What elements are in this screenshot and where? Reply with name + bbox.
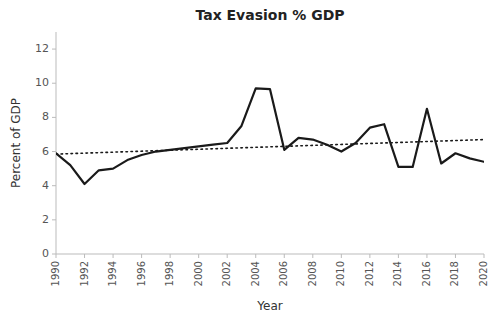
x-tick-label: 2016	[421, 261, 432, 286]
x-tick	[113, 254, 114, 258]
x-tick	[284, 254, 285, 258]
x-tick-label: 2008	[307, 261, 318, 286]
x-tick-label: 2000	[193, 261, 204, 286]
y-axis-label: Percent of GDP	[9, 98, 23, 188]
x-tick-label: 2014	[392, 261, 403, 286]
y-tick-label: 8	[42, 110, 49, 123]
x-tick-label: 2018	[449, 261, 460, 286]
y-tick	[52, 219, 56, 220]
x-tick-label: 1998	[164, 261, 175, 286]
y-axis-line	[56, 32, 57, 254]
x-tick	[455, 254, 456, 258]
title: Tax Evasion % GDP	[195, 7, 344, 23]
x-tick-label: 2010	[335, 261, 346, 286]
x-tick	[426, 254, 427, 258]
x-tick	[312, 254, 313, 258]
trend-line	[56, 140, 484, 155]
x-tick-label: 1990	[50, 261, 61, 286]
x-tick	[141, 254, 142, 258]
x-tick	[170, 254, 171, 258]
x-tick	[227, 254, 228, 258]
x-axis-line	[56, 254, 484, 255]
x-tick-label: 2002	[221, 261, 232, 286]
background	[0, 0, 500, 318]
x-tick-label: 2004	[250, 261, 261, 286]
x-axis-label: Year	[256, 299, 282, 313]
x-tick	[398, 254, 399, 258]
y-tick-label: 0	[42, 247, 49, 260]
x-tick-label: 1996	[136, 261, 147, 286]
y-tick-label: 2	[42, 213, 49, 226]
y-tick-label: 10	[35, 76, 49, 89]
x-tick	[341, 254, 342, 258]
x-tick	[369, 254, 370, 258]
y-tick	[52, 151, 56, 152]
x-tick-label: 2020	[478, 261, 489, 286]
y-tick	[52, 185, 56, 186]
plot-area	[56, 88, 484, 184]
x-tick	[198, 254, 199, 258]
y-tick-label: 12	[35, 42, 49, 55]
x-tick-label: 2012	[364, 261, 375, 286]
chart: 0 2 4 6 8 10 12 1990 1992 1994 1996 1998 2000 2002 200…	[0, 0, 500, 318]
x-tick-label: 1994	[107, 261, 118, 286]
x-tick-label: 2006	[278, 261, 289, 286]
x-tick	[484, 254, 485, 258]
y-tick-label: 6	[42, 145, 49, 158]
data-line	[56, 88, 484, 184]
y-tick	[52, 117, 56, 118]
y-tick	[52, 49, 56, 50]
y-tick	[52, 83, 56, 84]
y-tick	[52, 254, 56, 255]
x-tick	[84, 254, 85, 258]
x-tick-label: 1992	[79, 261, 90, 286]
x-tick	[255, 254, 256, 258]
y-tick-label: 4	[42, 179, 49, 192]
x-tick	[56, 254, 57, 258]
